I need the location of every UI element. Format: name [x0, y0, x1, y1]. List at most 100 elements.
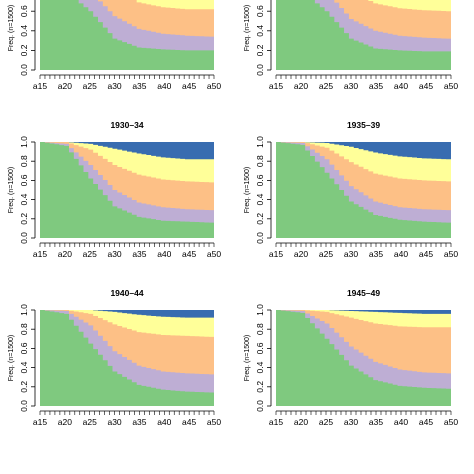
- x-tick-label: a35: [369, 417, 383, 427]
- y-tick-label: 0.2: [19, 381, 29, 393]
- x-tick-label: a45: [182, 81, 196, 91]
- y-tick-label: 0.4: [255, 193, 265, 205]
- x-tick-label: a30: [344, 249, 358, 259]
- y-tick-label: 0.4: [19, 193, 29, 205]
- y-tick-label: 0.4: [19, 361, 29, 373]
- y-tick-label: 1.0: [19, 304, 29, 316]
- panel-title: 1930–34: [110, 120, 143, 130]
- y-tick-label: 0.8: [255, 323, 265, 335]
- y-tick-label: 0.6: [255, 174, 265, 186]
- state-band-0: [40, 0, 214, 70]
- y-tick-label: 0.0: [19, 400, 29, 412]
- y-tick-label: 0.8: [255, 155, 265, 167]
- x-tick-label: a35: [369, 249, 383, 259]
- y-tick-label: 0.2: [19, 44, 29, 56]
- y-tick-label: 0.6: [255, 342, 265, 354]
- x-tick-label: a15: [269, 249, 283, 259]
- x-tick-label: a35: [132, 81, 146, 91]
- x-tick-label: a40: [394, 417, 408, 427]
- y-axis-label: Freq. (n=1500): [244, 5, 251, 52]
- panel-title: 1940–44: [110, 288, 143, 298]
- x-tick-label: a30: [107, 417, 121, 427]
- x-tick-label: a50: [444, 249, 458, 259]
- chart-panel-2: 0.0 0.2 0.4 0.6 0.8 1.0 Freq. (n=1500) a15 a20 a2…: [8, 120, 221, 259]
- y-tick-label: 0.0: [255, 64, 265, 76]
- x-tick-label: a35: [132, 249, 146, 259]
- x-tick-label: a50: [207, 81, 221, 91]
- x-tick-label: a50: [207, 249, 221, 259]
- state-band-0: [276, 0, 451, 70]
- y-tick-label: 0.8: [19, 155, 29, 167]
- y-axis-label: Freq. (n=1500): [244, 335, 251, 382]
- x-tick-label: a15: [269, 417, 283, 427]
- y-tick-label: 0.2: [255, 44, 265, 56]
- x-tick-label: a15: [33, 249, 47, 259]
- y-tick-label: 0.0: [255, 400, 265, 412]
- y-axis-label: Freq. (n=1500): [244, 167, 251, 214]
- x-tick-label: a30: [107, 249, 121, 259]
- state-band-0: [40, 310, 214, 406]
- x-tick-label: a40: [394, 249, 408, 259]
- chart-panel-0: 0.0 0.2 0.4 0.6 Freq. (n=1500) a15 a20 a25 a30 a3…: [8, 0, 221, 91]
- y-tick-label: 0.0: [19, 64, 29, 76]
- x-tick-label: a25: [83, 249, 97, 259]
- x-tick-label: a20: [294, 417, 308, 427]
- y-tick-label: 0.4: [19, 25, 29, 37]
- x-tick-label: a20: [58, 81, 72, 91]
- y-tick-label: 0.6: [255, 5, 265, 17]
- chart-panel-5: 0.0 0.2 0.4 0.6 0.8 1.0 Freq. (n=1500) a15 a20 a2…: [244, 288, 458, 427]
- y-tick-label: 1.0: [255, 136, 265, 148]
- x-tick-label: a25: [319, 417, 333, 427]
- y-tick-label: 1.0: [19, 136, 29, 148]
- y-tick-label: 0.6: [19, 174, 29, 186]
- y-axis-label: Freq. (n=1500): [8, 5, 15, 52]
- y-tick-label: 0.2: [19, 213, 29, 225]
- y-tick-label: 0.0: [255, 232, 265, 244]
- x-tick-label: a35: [132, 417, 146, 427]
- x-tick-label: a25: [83, 81, 97, 91]
- panel-title: 1945–49: [347, 288, 380, 298]
- x-tick-label: a20: [294, 249, 308, 259]
- x-tick-label: a15: [33, 417, 47, 427]
- x-tick-label: a15: [33, 81, 47, 91]
- x-tick-label: a25: [83, 417, 97, 427]
- x-tick-label: a40: [157, 417, 171, 427]
- state-band-0: [276, 310, 451, 406]
- y-tick-label: 0.2: [255, 213, 265, 225]
- panel-title: 1935–39: [347, 120, 380, 130]
- x-tick-label: a50: [444, 81, 458, 91]
- x-tick-label: a30: [344, 417, 358, 427]
- x-tick-label: a20: [58, 249, 72, 259]
- state-band-0: [276, 142, 451, 238]
- y-tick-label: 1.0: [255, 304, 265, 316]
- x-tick-label: a45: [419, 249, 433, 259]
- x-tick-label: a30: [344, 81, 358, 91]
- x-tick-label: a20: [294, 81, 308, 91]
- x-tick-label: a15: [269, 81, 283, 91]
- chart-panel-3: 0.0 0.2 0.4 0.6 0.8 1.0 Freq. (n=1500) a15 a20 a2…: [244, 120, 458, 259]
- x-tick-label: a35: [369, 81, 383, 91]
- y-tick-label: 0.2: [255, 381, 265, 393]
- x-tick-label: a45: [182, 417, 196, 427]
- y-tick-label: 0.6: [19, 342, 29, 354]
- x-tick-label: a40: [157, 249, 171, 259]
- y-axis-label: Freq. (n=1500): [8, 335, 15, 382]
- y-axis-label: Freq. (n=1500): [8, 167, 15, 214]
- x-tick-label: a25: [319, 249, 333, 259]
- x-tick-label: a25: [319, 81, 333, 91]
- x-tick-label: a20: [58, 417, 72, 427]
- chart-panel-4: 0.0 0.2 0.4 0.6 0.8 1.0 Freq. (n=1500) a15 a20 a2…: [8, 288, 221, 427]
- x-tick-label: a45: [182, 249, 196, 259]
- x-tick-label: a45: [419, 81, 433, 91]
- x-tick-label: a50: [207, 417, 221, 427]
- y-tick-label: 0.4: [255, 361, 265, 373]
- x-tick-label: a40: [394, 81, 408, 91]
- y-tick-label: 0.8: [19, 323, 29, 335]
- x-tick-label: a40: [157, 81, 171, 91]
- y-tick-label: 0.4: [255, 25, 265, 37]
- x-tick-label: a30: [107, 81, 121, 91]
- x-tick-label: a45: [419, 417, 433, 427]
- state-band-0: [40, 142, 214, 238]
- chart-panel-1: 0.0 0.2 0.4 0.6 Freq. (n=1500) a15 a20 a25 a30 a3…: [244, 0, 458, 91]
